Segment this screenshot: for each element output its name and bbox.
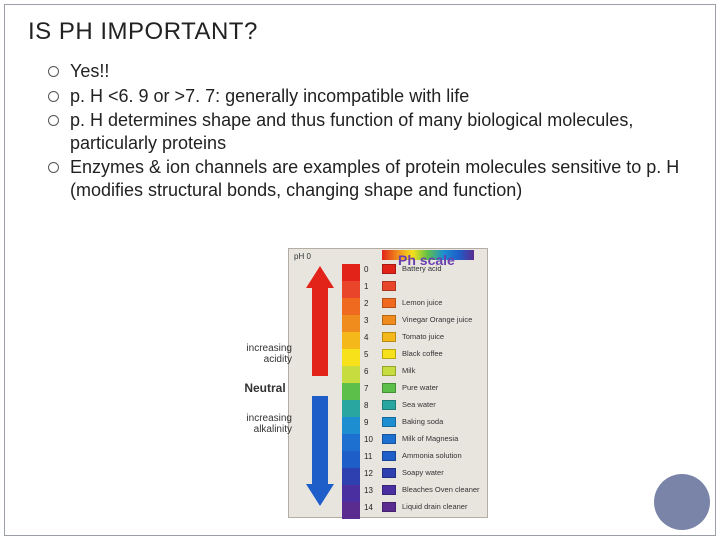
scale-segment: [342, 281, 360, 298]
example-label: Pure water: [402, 383, 438, 392]
scale-number: 7: [364, 384, 368, 393]
scale-segment: [342, 332, 360, 349]
color-swatch: [382, 451, 396, 461]
example-label: Battery acid: [402, 264, 442, 273]
acid-arrow-icon: [306, 266, 334, 376]
color-swatch: [382, 366, 396, 376]
color-swatch: [382, 434, 396, 444]
scale-number: 2: [364, 299, 368, 308]
color-swatch: [382, 485, 396, 495]
bullet-list: Yes!! p. H <6. 9 or >7. 7: generally inc…: [48, 60, 692, 203]
list-item: p. H <6. 9 or >7. 7: generally incompati…: [48, 85, 692, 108]
example-label: Black coffee: [402, 349, 443, 358]
scale-segment: [342, 417, 360, 434]
color-swatch: [382, 468, 396, 478]
scale-number: 0: [364, 265, 368, 274]
scale-segment: [342, 298, 360, 315]
example-label: Ammonia solution: [402, 451, 462, 460]
ph-scale-diagram: Ph scale pH 0 increasing acidity Neutral…: [210, 240, 510, 530]
color-swatch: [382, 298, 396, 308]
scale-number: 1: [364, 282, 368, 291]
color-swatch: [382, 281, 396, 291]
scale-number: 12: [364, 469, 373, 478]
scale-number: 6: [364, 367, 368, 376]
scale-segment: [342, 315, 360, 332]
scale-segment: [342, 434, 360, 451]
scale-number: 14: [364, 503, 373, 512]
scale-number: 13: [364, 486, 373, 495]
color-swatch: [382, 383, 396, 393]
example-label: Milk: [402, 366, 415, 375]
scale-number: 11: [364, 452, 372, 461]
alkaline-arrow-icon: [306, 396, 334, 506]
example-label: Soapy water: [402, 468, 444, 477]
scale-number: 9: [364, 418, 368, 427]
example-label: Liquid drain cleaner: [402, 502, 467, 511]
slide-title: IS PH IMPORTANT?: [28, 18, 258, 46]
scale-segment: [342, 383, 360, 400]
acid-label: increasing acidity: [238, 344, 292, 365]
scale-segment: [342, 485, 360, 502]
scale-segment: [342, 400, 360, 417]
list-item: p. H determines shape and thus function …: [48, 109, 692, 154]
scale-segment: [342, 349, 360, 366]
scale-segment: [342, 502, 360, 519]
scale-number: 4: [364, 333, 368, 342]
axis-label: pH 0: [294, 252, 311, 261]
decorative-circle-icon: [654, 474, 710, 530]
scale-number: 3: [364, 316, 368, 325]
scale-number: 5: [364, 350, 368, 359]
scale-segment: [342, 468, 360, 485]
alkaline-label: increasing alkalinity: [238, 414, 292, 435]
color-swatch: [382, 417, 396, 427]
example-label: Lemon juice: [402, 298, 442, 307]
scale-segment: [342, 264, 360, 281]
color-swatch: [382, 400, 396, 410]
color-swatch: [382, 349, 396, 359]
example-label: Milk of Magnesia: [402, 434, 458, 443]
list-item: Enzymes & ion channels are examples of p…: [48, 156, 692, 201]
scale-segment: [342, 366, 360, 383]
list-item: Yes!!: [48, 60, 692, 83]
example-label: Vinegar Orange juice: [402, 315, 472, 324]
color-swatch: [382, 502, 396, 512]
color-swatch: [382, 332, 396, 342]
scale-number: 10: [364, 435, 373, 444]
color-swatch: [382, 315, 396, 325]
scale-number: 8: [364, 401, 368, 410]
color-swatch: [382, 264, 396, 274]
example-label: Sea water: [402, 400, 436, 409]
neutral-label: Neutral: [238, 382, 292, 395]
example-label: Tomato juice: [402, 332, 444, 341]
example-label: Baking soda: [402, 417, 443, 426]
scale-segment: [342, 451, 360, 468]
example-label: Bleaches Oven cleaner: [402, 485, 480, 494]
